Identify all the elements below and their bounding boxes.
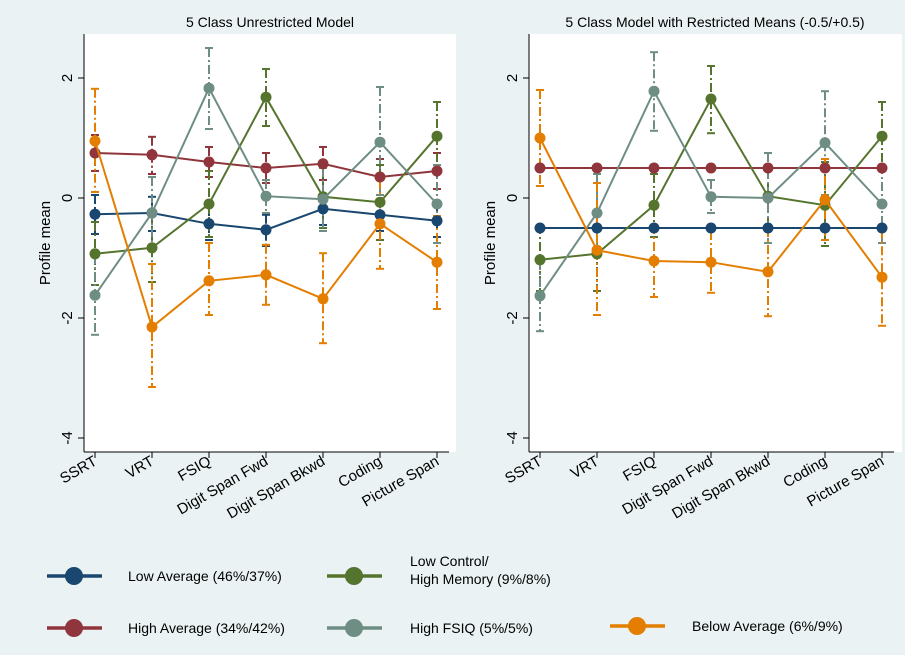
data-point — [89, 208, 101, 220]
data-point — [374, 196, 386, 208]
data-point — [876, 271, 888, 283]
data-point — [762, 192, 774, 204]
data-point — [648, 85, 660, 97]
data-point — [762, 266, 774, 278]
data-point — [431, 215, 443, 227]
data-point — [317, 203, 329, 215]
data-point — [534, 222, 546, 234]
data-point — [705, 162, 717, 174]
legend-item-high-fsiq: High FSIQ (5%/5%) — [327, 619, 533, 637]
data-point — [431, 165, 443, 177]
legend: Low Average (46%/37%) Low Control/ High … — [47, 553, 843, 637]
data-point — [203, 198, 215, 210]
data-point — [203, 275, 215, 287]
data-point — [819, 222, 831, 234]
x-tick-label: SSRT — [57, 453, 100, 488]
y-tick-label: -4 — [504, 431, 521, 444]
data-point — [260, 190, 272, 202]
y-tick-label: -4 — [59, 431, 76, 444]
data-point — [374, 136, 386, 148]
legend-label-low-control-line1: Low Control/ — [410, 553, 489, 569]
data-point — [876, 162, 888, 174]
data-point — [648, 222, 660, 234]
data-point — [534, 132, 546, 144]
data-point — [374, 209, 386, 221]
data-point — [260, 224, 272, 236]
data-point — [317, 293, 329, 305]
x-tick-label: FSIQ — [620, 453, 659, 485]
y-tick-label: 2 — [504, 74, 521, 82]
y-axis-label-left: Profile mean — [37, 201, 54, 285]
data-point — [819, 137, 831, 149]
data-point — [705, 256, 717, 268]
data-point — [876, 198, 888, 210]
data-point — [534, 162, 546, 174]
data-point — [89, 289, 101, 301]
data-point — [705, 191, 717, 203]
data-point — [876, 222, 888, 234]
data-point — [146, 149, 158, 161]
y-tick-label: -2 — [504, 311, 521, 324]
x-tick-label: Digit Span Bkwd — [224, 453, 328, 523]
data-point — [374, 218, 386, 230]
panel-right-background — [529, 34, 902, 452]
data-point — [876, 130, 888, 142]
legend-item-high-average: High Average (34%/42%) — [47, 619, 285, 637]
data-point — [431, 256, 443, 268]
data-point — [819, 162, 831, 174]
x-tick-label: FSIQ — [175, 453, 214, 485]
legend-label-high-average: High Average (34%/42%) — [128, 620, 285, 636]
y-axis-label-right: Profile mean — [482, 201, 499, 285]
data-point — [89, 135, 101, 147]
data-point — [431, 130, 443, 142]
legend-item-below-average: Below Average (6%/9%) — [610, 617, 843, 635]
chart-title-left: 5 Class Unrestricted Model — [186, 14, 354, 30]
data-point — [146, 207, 158, 219]
data-point — [203, 82, 215, 94]
data-point — [203, 156, 215, 168]
legend-label-high-fsiq: High FSIQ (5%/5%) — [410, 620, 533, 636]
legend-item-low-control-high-memory: Low Control/ High Memory (9%/8%) — [327, 553, 551, 587]
data-point — [591, 162, 603, 174]
data-point — [591, 244, 603, 256]
y-tick-label: -2 — [59, 311, 76, 324]
data-point — [260, 269, 272, 281]
x-tick-label: SSRT — [502, 453, 545, 488]
legend-label-low-average: Low Average (46%/37%) — [128, 568, 282, 584]
data-point — [591, 222, 603, 234]
data-point — [146, 321, 158, 333]
data-point — [705, 93, 717, 105]
data-point — [203, 218, 215, 230]
data-point — [534, 290, 546, 302]
data-point — [317, 158, 329, 170]
data-point — [648, 162, 660, 174]
data-point — [648, 255, 660, 267]
data-point — [591, 207, 603, 219]
legend-label-low-control-line2: High Memory (9%/8%) — [410, 571, 551, 587]
data-point — [260, 91, 272, 103]
y-tick-label: 2 — [59, 74, 76, 82]
data-point — [317, 193, 329, 205]
data-point — [705, 222, 717, 234]
data-point — [374, 171, 386, 183]
x-tick-label: Digit Span Bkwd — [669, 453, 773, 523]
legend-item-low-average: Low Average (46%/37%) — [47, 567, 282, 585]
data-point — [260, 162, 272, 174]
y-tick-label: 0 — [504, 194, 521, 202]
data-point — [89, 248, 101, 260]
data-point — [146, 242, 158, 254]
data-point — [431, 198, 443, 210]
data-point — [534, 254, 546, 266]
data-point — [819, 194, 831, 206]
y-tick-label: 0 — [59, 194, 76, 202]
chart-title-right: 5 Class Model with Restricted Means (-0.… — [565, 14, 864, 30]
data-point — [648, 199, 660, 211]
legend-label-below-average: Below Average (6%/9%) — [692, 618, 843, 634]
data-point — [762, 162, 774, 174]
data-point — [762, 222, 774, 234]
